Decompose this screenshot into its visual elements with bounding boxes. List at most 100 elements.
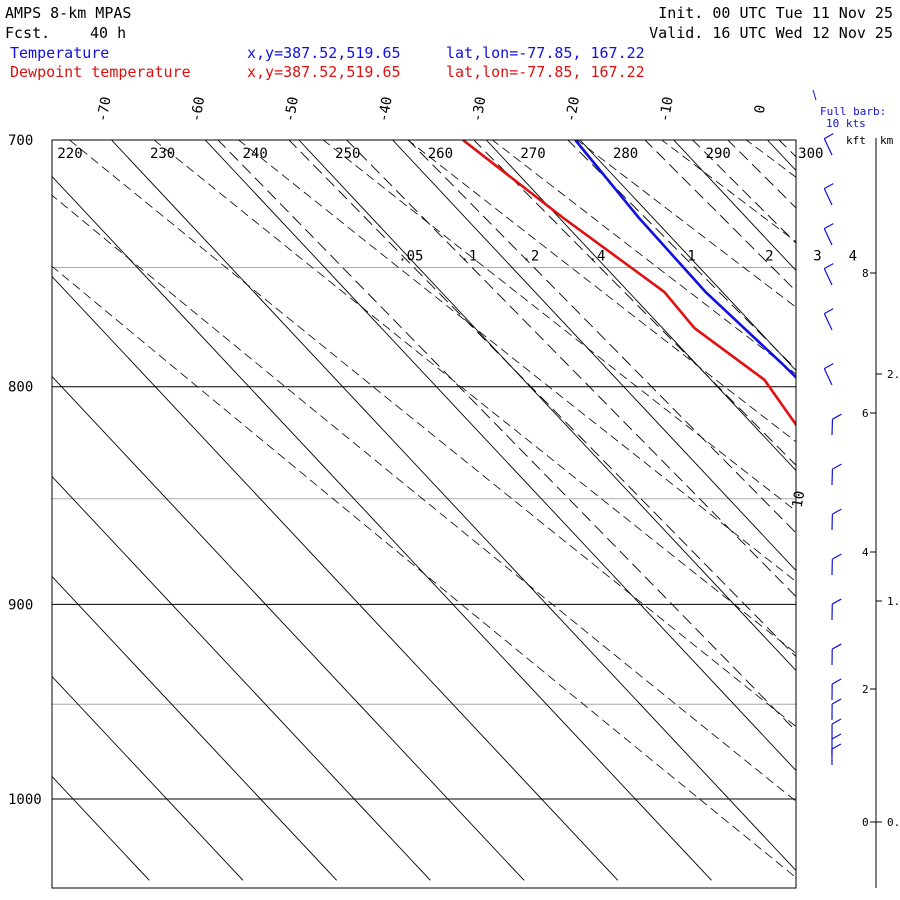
pressure-tick-label: 800 (8, 380, 33, 396)
fcst-label: Fcst. (5, 24, 50, 42)
theta-label: 290 (706, 146, 731, 162)
mixing-ratio-line (778, 140, 796, 158)
mixing-ratio-label: .2 (522, 248, 539, 264)
wind-barb-staff (823, 268, 833, 286)
mixing-ratio-line (692, 140, 796, 244)
temperature-tick-label: -20 (563, 95, 583, 123)
temperature-latlon: lat,lon=-77.85, 167.22 (446, 44, 645, 62)
wind-barb-staff (823, 368, 833, 386)
dry-adiabat (795, 113, 900, 889)
theta-label: 250 (335, 146, 360, 162)
mixing-ratio-label: 3 (813, 248, 821, 264)
dry-adiabat (491, 140, 796, 375)
theta-label: 240 (243, 146, 268, 162)
kft-tick: 4 (862, 546, 869, 559)
temperature-tick-label: -30 (469, 95, 489, 123)
temperature-xy: x,y=387.52,519.65 (247, 44, 401, 62)
temperature-tick-label: 10 (790, 490, 809, 509)
temperature-tick-label: 0 (752, 104, 769, 115)
isotherm (111, 140, 796, 872)
isotherm (298, 140, 796, 672)
mixing-ratio-line (473, 140, 796, 466)
wind-barb-flag (831, 643, 842, 650)
wind-barb-flag (832, 508, 842, 515)
pressure-tick-label: 700 (8, 133, 33, 149)
wind-barb-flag (832, 463, 842, 470)
dewpoint-line (462, 140, 796, 427)
mixing-ratio-label: .4 (589, 248, 606, 264)
wind-barb-staff (831, 419, 834, 436)
isotherm (204, 140, 796, 772)
dewpoint-latlon: lat,lon=-77.85, 167.22 (446, 63, 645, 81)
wind-barb-staff (823, 138, 833, 156)
wind-barb-flag (832, 553, 842, 560)
dry-adiabat (880, 113, 900, 889)
km-ticks: 2. 1. 0. (876, 368, 900, 829)
wind-barb-staff (823, 313, 833, 331)
kft-ticks: 8 6 4 2 0 (862, 267, 876, 829)
theta-label: 280 (613, 146, 638, 162)
wind-barb-flag (824, 223, 834, 230)
dewpoint-legend: Dewpoint temperature (10, 63, 191, 81)
isotherm (673, 140, 796, 272)
wind-barb-staff (823, 188, 833, 206)
mixing-ratio-line (407, 140, 796, 534)
mixing-ratio-label: 2 (765, 248, 773, 264)
isotherm (392, 140, 796, 572)
theta-label: 300 (798, 146, 823, 162)
dewpoint-xy: x,y=387.52,519.65 (247, 63, 401, 81)
isotherm (52, 275, 619, 881)
km-tick: 0. (887, 816, 900, 829)
wind-barb-flag (831, 743, 842, 750)
temperature-tick-label: -70 (94, 95, 114, 123)
isotherm (767, 140, 796, 172)
isotherm (52, 775, 150, 881)
mixing-ratio-line (567, 140, 796, 370)
sounding-series (462, 140, 796, 427)
kft-tick: 2 (862, 683, 869, 696)
mixing-ratio-label: 4 (849, 248, 857, 264)
dry-adiabat (52, 265, 796, 879)
wind-barbs (823, 133, 842, 766)
sample-barb (812, 89, 817, 101)
mixing-ratio-line (644, 140, 796, 292)
temperature-tick-label: -50 (282, 95, 302, 123)
dry-adiabat (153, 140, 796, 654)
isotherm (861, 140, 900, 880)
isotherm (52, 575, 338, 881)
theta-label: 270 (520, 146, 545, 162)
temperature-tick-label: -60 (188, 95, 208, 123)
kft-tick: 8 (862, 267, 869, 280)
mixing-ratio-line (217, 140, 796, 732)
wind-barb-flag (832, 413, 842, 420)
kft-tick: 6 (862, 407, 869, 420)
wind-barb-staff (823, 228, 833, 246)
wind-barb-flag (824, 308, 834, 315)
mixing-ratio-label: .05 (398, 248, 423, 264)
isotherm (52, 475, 431, 881)
kft-tick: 0 (862, 816, 869, 829)
temperature-line (574, 140, 796, 380)
theta-label: 230 (150, 146, 175, 162)
temperature-tick-label: -10 (657, 95, 677, 123)
isotherm (485, 140, 796, 472)
isotherm (52, 675, 244, 881)
dry-adiabat (68, 140, 796, 728)
full-barb-label: Full barb: (820, 105, 886, 118)
wind-barb-flag (824, 263, 834, 270)
km-tick: 2. (887, 368, 900, 381)
init-time: Init. 00 UTC Tue 11 Nov 25 (658, 4, 893, 22)
km-label: km (880, 134, 894, 147)
mixing-ratio-line (288, 140, 796, 658)
wind-barb-flag (831, 733, 842, 740)
model-title: AMPS 8-km MPAS (5, 4, 131, 22)
pressure-tick-label: 1000 (8, 792, 42, 808)
background-lines (52, 113, 900, 889)
mixing-ratio-line (346, 140, 796, 598)
wind-barb-flag (831, 598, 842, 605)
pressure-tick-label: 900 (8, 597, 33, 613)
dry-adiabat (322, 140, 796, 512)
full-barb-kts: 10 kts (826, 117, 866, 130)
fcst-value: 40 h (90, 24, 126, 42)
